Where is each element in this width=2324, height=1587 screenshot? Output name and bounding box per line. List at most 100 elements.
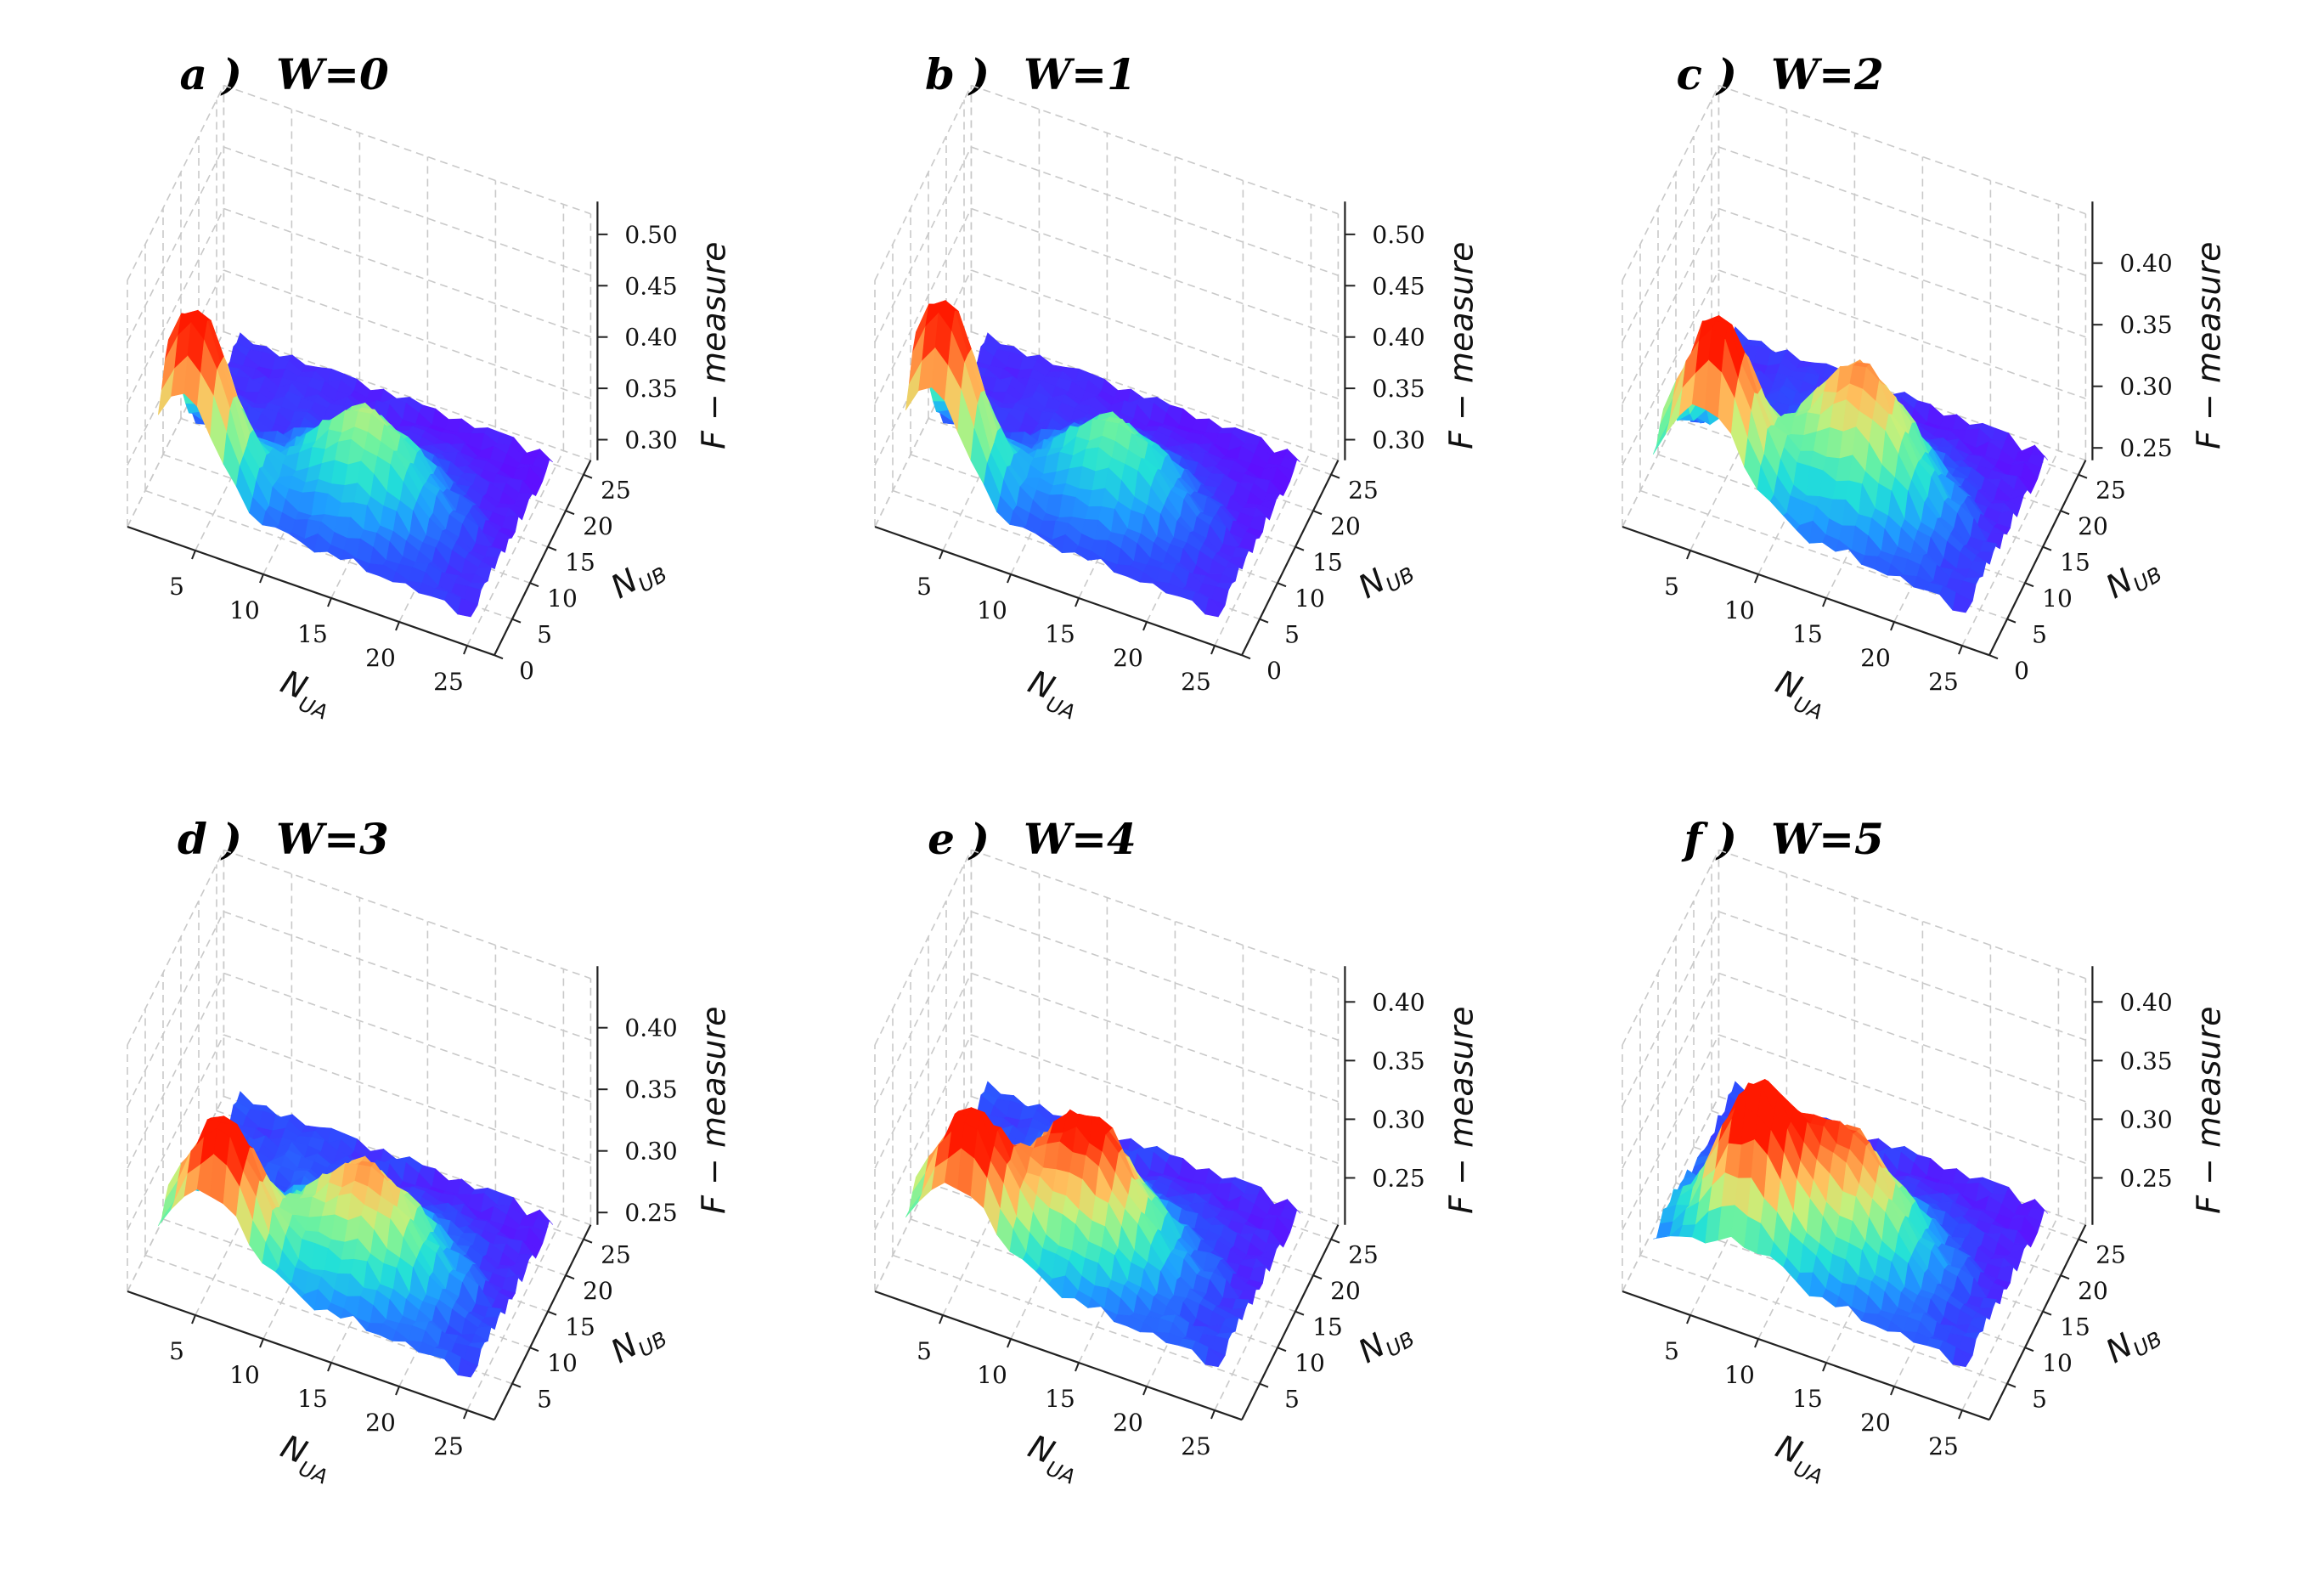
x-axis-label: NUA <box>1020 663 1086 725</box>
x-tick-label: 15 <box>297 1385 328 1413</box>
y-tick-label: 10 <box>2042 585 2073 613</box>
x-tick-label: 15 <box>1045 620 1075 648</box>
y-tick-label: 20 <box>1330 512 1361 540</box>
grid-line <box>1718 207 2086 338</box>
x-tick-mark <box>1822 1362 1827 1372</box>
z-tick-label: 0.30 <box>1372 426 1424 455</box>
z-tick-label: 0.40 <box>1372 988 1424 1016</box>
x-tick-mark <box>1007 573 1012 584</box>
grid-line <box>127 208 225 404</box>
y-tick-label: 5 <box>1284 1386 1300 1414</box>
grid-line <box>127 85 225 281</box>
x-axis-label: NUA <box>273 663 339 725</box>
surface-plot: f ) W=5 5 10 15 20 25 5 10 15 20 25 0.25 0.30 0.35 0.40… <box>1622 814 2227 1489</box>
y-tick-label: 25 <box>2096 1241 2126 1269</box>
x-tick-mark <box>1210 1409 1216 1420</box>
y-tick-mark <box>2060 1274 2070 1280</box>
y-axis-label: NUB <box>1352 1312 1419 1375</box>
panel-title: W=4 <box>1024 814 1137 864</box>
y-axis-line <box>494 1224 592 1420</box>
grid-line <box>1622 973 1720 1169</box>
x-tick-label: 20 <box>1860 1409 1891 1437</box>
y-tick-mark <box>2006 618 2017 624</box>
x-axis-label: NUA <box>1020 1427 1086 1489</box>
x-tick-label: 5 <box>917 573 932 601</box>
y-tick-mark <box>511 618 522 624</box>
z-tick-label: 0.30 <box>624 1138 677 1166</box>
grid-line <box>223 972 591 1103</box>
y-tick-mark <box>1330 1238 1340 1244</box>
surface-panel-2: b ) W=1 5 10 15 20 25 0 5 10 15 20 25 0.30 0.35 0.40 0.4… <box>781 49 1529 807</box>
z-tick-label: 0.35 <box>624 375 677 403</box>
x-tick-label: 20 <box>365 644 396 672</box>
y-tick-mark <box>2078 473 2088 479</box>
z-axis-label: F − measure <box>695 1006 732 1213</box>
z-tick-label: 0.35 <box>1372 1047 1424 1075</box>
surface-mesh <box>905 299 1301 618</box>
x-tick-mark <box>1822 597 1827 607</box>
grid-line <box>223 911 591 1041</box>
grid-line <box>1961 1215 2060 1411</box>
z-tick-label: 0.50 <box>1372 221 1424 249</box>
grid-line <box>971 1034 1339 1164</box>
grid-line <box>1718 269 2086 399</box>
surface-panel-6: f ) W=5 5 10 15 20 25 5 10 15 20 25 0.25 0.30 0.35 0.40… <box>1529 814 2276 1572</box>
grid-line <box>1718 146 2086 276</box>
z-tick-label: 0.30 <box>1372 1105 1424 1133</box>
x-tick-mark <box>1958 1409 1963 1420</box>
grid-lines <box>127 849 592 1420</box>
x-tick-label: 10 <box>1724 596 1755 624</box>
y-tick-mark <box>1312 510 1323 516</box>
y-tick-mark <box>1277 1347 1287 1353</box>
x-tick-mark <box>259 573 264 584</box>
x-tick-label: 10 <box>977 596 1007 624</box>
z-axis-label: F − measure <box>2190 1006 2227 1213</box>
z-tick-label: 0.35 <box>1372 375 1424 403</box>
y-tick-label: 25 <box>601 1241 631 1269</box>
y-tick-mark <box>2024 1347 2034 1353</box>
surface-mesh <box>1652 314 2049 613</box>
panel-letter: f ) <box>1681 814 1737 864</box>
x-tick-label: 10 <box>229 596 260 624</box>
z-axis-label: F − measure <box>695 241 732 449</box>
x-axis-label: NUA <box>273 1427 339 1489</box>
surface-facet <box>1952 1347 1970 1368</box>
x-tick-mark <box>1686 1314 1691 1324</box>
grid-line <box>1622 1096 1720 1292</box>
x-tick-label: 20 <box>1860 644 1891 672</box>
y-tick-mark <box>529 582 539 588</box>
x-tick-mark <box>1890 621 1895 631</box>
y-axis-label: NUB <box>1352 547 1419 610</box>
y-tick-mark <box>1295 545 1305 551</box>
y-tick-label: 10 <box>2042 1349 2073 1377</box>
grid-line <box>1961 450 2060 647</box>
x-tick-mark <box>327 1362 332 1372</box>
y-tick-label: 15 <box>565 549 595 577</box>
y-axis-label: NUB <box>605 1312 672 1375</box>
y-tick-mark <box>529 1347 539 1353</box>
grid-line <box>223 1034 591 1164</box>
y-tick-label: 10 <box>547 585 578 613</box>
y-tick-mark <box>2060 510 2070 516</box>
x-tick-mark <box>463 1409 468 1420</box>
y-axis-line <box>1988 1224 2087 1420</box>
y-axis-line <box>1241 460 1340 656</box>
z-tick-label: 0.30 <box>2119 373 2172 401</box>
z-tick-label: 0.40 <box>2119 250 2172 278</box>
z-tick-label: 0.40 <box>624 324 677 352</box>
x-tick-mark <box>939 550 944 560</box>
surface-plot: e ) W=4 5 10 15 20 25 5 10 15 20 25 0.25 0.30 0.35 0.40… <box>874 814 1480 1489</box>
grid-line <box>874 146 973 342</box>
y-tick-mark <box>1295 1310 1305 1316</box>
x-tick-label: 5 <box>169 573 184 601</box>
surface-panel-5: e ) W=4 5 10 15 20 25 5 10 15 20 25 0.25 0.30 0.35 0.40… <box>781 814 1529 1572</box>
x-axis-line <box>874 1290 1243 1421</box>
x-tick-label: 20 <box>365 1409 396 1437</box>
y-axis-label: NUB <box>2100 1312 2167 1375</box>
z-tick-label: 0.50 <box>624 221 677 249</box>
y-tick-mark <box>583 473 593 479</box>
z-tick-label: 0.40 <box>624 1014 677 1042</box>
grid-line <box>1718 84 2086 215</box>
